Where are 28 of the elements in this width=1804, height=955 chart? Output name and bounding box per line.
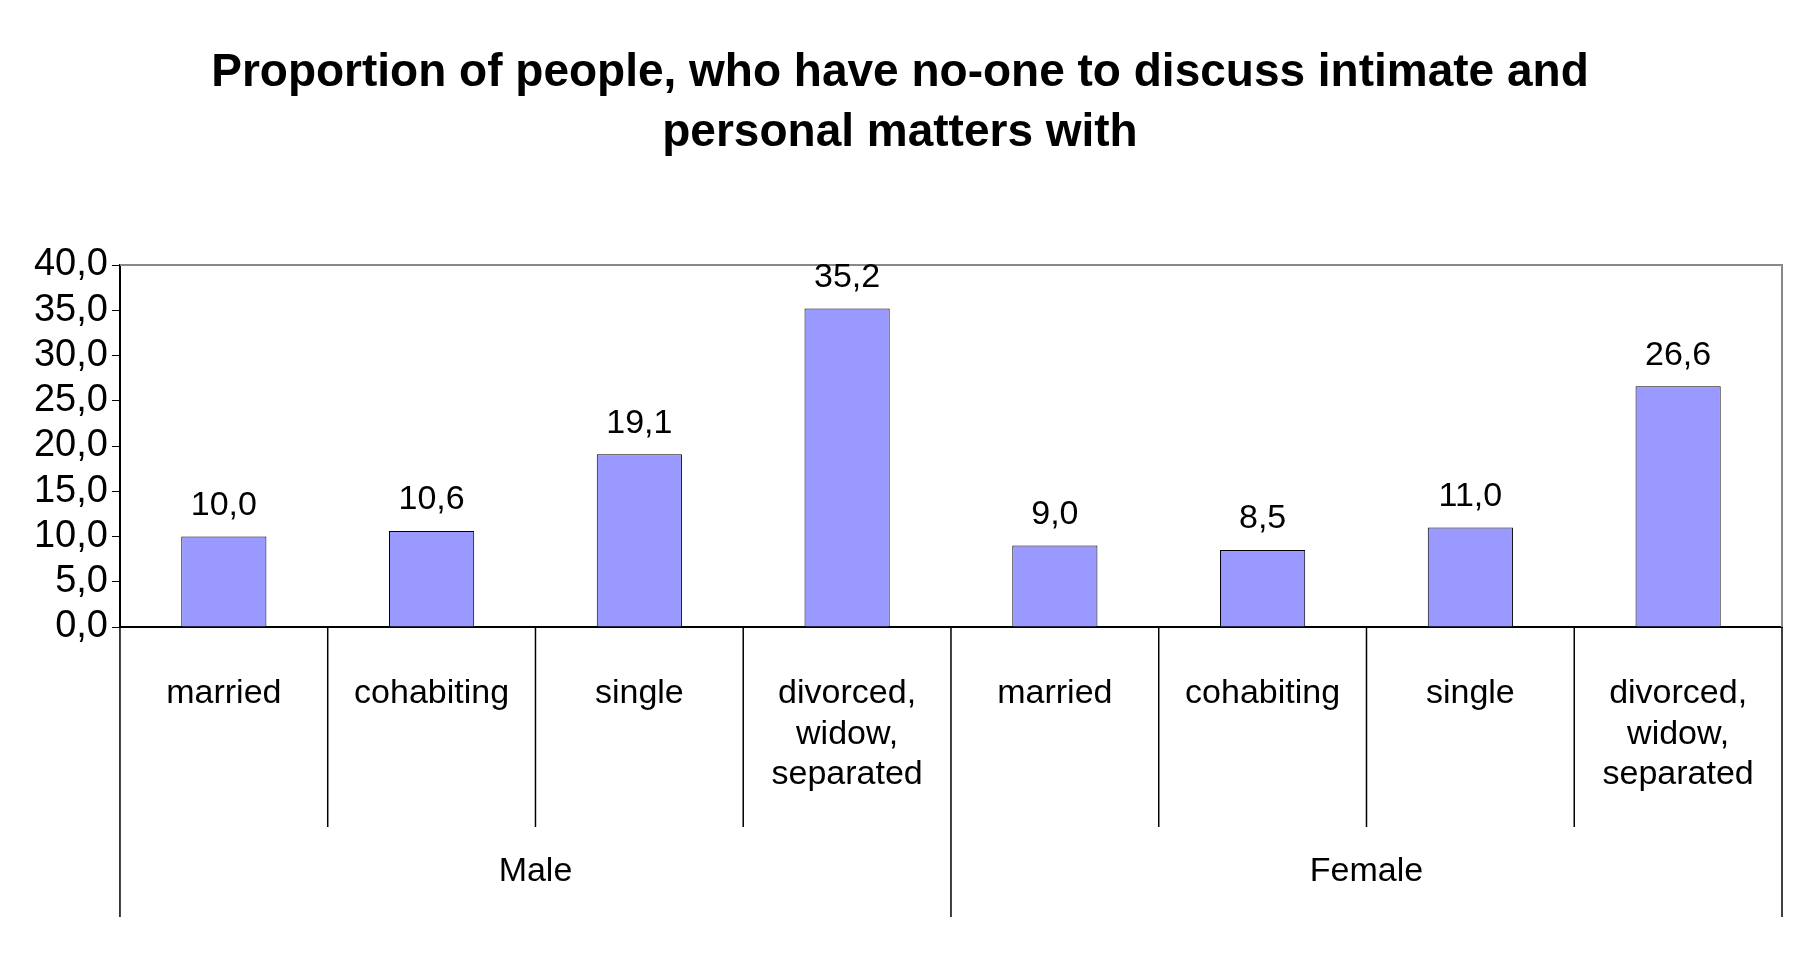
x-tick-label: married — [997, 671, 1113, 710]
data-label: 19,1 — [606, 401, 673, 440]
chart-title: Proportion of people, who have no-one to discuss intimate and personal matters with — [210, 43, 1590, 158]
data-label: 26,6 — [1645, 333, 1712, 372]
y-tick-label: 30,0 — [33, 331, 108, 374]
x-tick-label: divorced, widow, separated — [1602, 671, 1754, 792]
data-label: 9,0 — [1031, 492, 1079, 531]
y-tick-label: 10,0 — [33, 512, 108, 555]
x-tick-label: single — [1425, 671, 1515, 710]
data-label: 10,0 — [190, 483, 257, 522]
y-tick-label: 35,0 — [33, 286, 108, 329]
text: Female — [1309, 850, 1424, 889]
y-tick-label: 40,0 — [33, 241, 108, 284]
y-tick-label: 25,0 — [33, 377, 108, 420]
y-tick-label: 20,0 — [33, 422, 108, 465]
x-tick-label: divorced, widow, separated — [771, 671, 923, 792]
data-label: 11,0 — [1438, 474, 1503, 513]
y-tick-label: 0,0 — [55, 603, 108, 646]
x-tick-label: cohabiting — [1185, 671, 1341, 710]
data-label: 35,2 — [814, 255, 881, 294]
y-tick-label: 5,0 — [55, 558, 108, 601]
text: Male — [498, 850, 573, 889]
data-label: 8,5 — [1238, 497, 1287, 536]
x-tick-label: single — [594, 671, 684, 710]
x-tick-label: cohabiting — [354, 671, 510, 710]
data-label: 10,6 — [398, 478, 465, 517]
y-tick-label: 15,0 — [33, 467, 108, 510]
x-tick-label: married — [166, 671, 282, 710]
